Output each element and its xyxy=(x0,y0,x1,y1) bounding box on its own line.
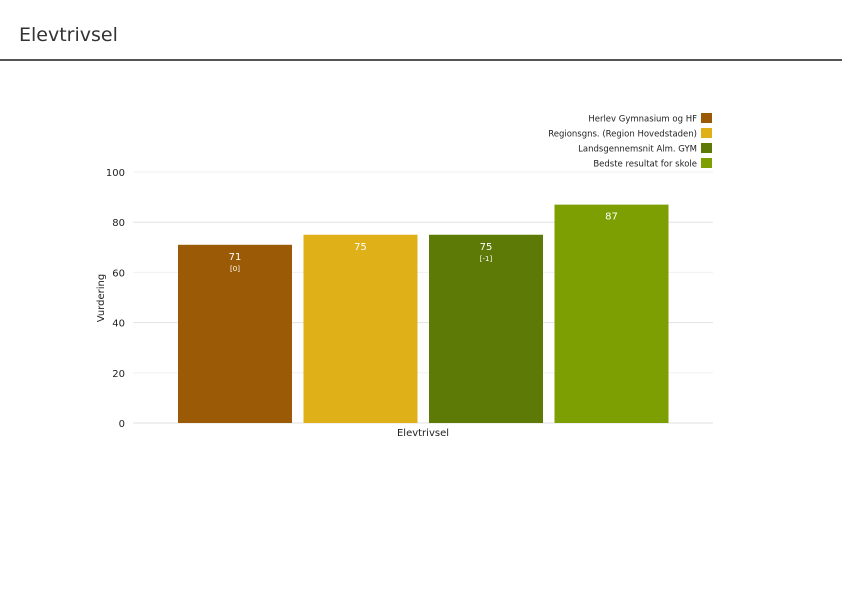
legend-entry-label: Landsgennemsnit Alm. GYM xyxy=(578,145,697,155)
bar xyxy=(178,244,292,423)
x-axis-label: Elevtrivsel xyxy=(397,428,449,439)
chart-legend: Herlev Gymnasium og HF Regionsgns. (Regio… xyxy=(548,113,712,170)
legend-entry-label: Regionsgns. (Region Hovedstaden) xyxy=(548,130,697,140)
y-tick-label: 20 xyxy=(112,369,125,380)
bar xyxy=(303,234,418,423)
chart-bars xyxy=(178,204,669,423)
legend-swatch xyxy=(701,113,712,123)
legend-swatch xyxy=(701,143,712,153)
legend-swatch xyxy=(701,128,712,138)
y-axis-label: Vurdering xyxy=(96,274,107,323)
y-tick-label: 0 xyxy=(119,419,125,430)
y-tick-label: 60 xyxy=(112,268,125,279)
y-tick-label: 80 xyxy=(112,218,125,229)
bar xyxy=(429,234,543,423)
legend-entry-label: Bedste resultat for skole xyxy=(593,160,697,170)
bar-value-label: 75 xyxy=(480,242,493,253)
bar-value-label: 75 xyxy=(354,242,367,253)
y-tick-label: 40 xyxy=(112,319,125,330)
bar xyxy=(554,204,669,423)
legend-swatch xyxy=(701,158,712,168)
bar-change-label: [-1] xyxy=(480,255,493,263)
page-title: Elevtrivsel xyxy=(19,24,118,46)
y-axis-ticks: 0 20 40 60 80 100 xyxy=(106,168,125,430)
bar-change-label: [0] xyxy=(230,265,240,273)
bar-value-label: 71 xyxy=(229,252,242,263)
title-divider xyxy=(0,59,842,61)
bar-data-labels: 71 [0] 75 75 [-1] 87 xyxy=(229,212,618,273)
y-tick-label: 100 xyxy=(106,168,125,179)
bar-value-label: 87 xyxy=(605,212,618,223)
legend-entry-label: Herlev Gymnasium og HF xyxy=(588,115,697,125)
